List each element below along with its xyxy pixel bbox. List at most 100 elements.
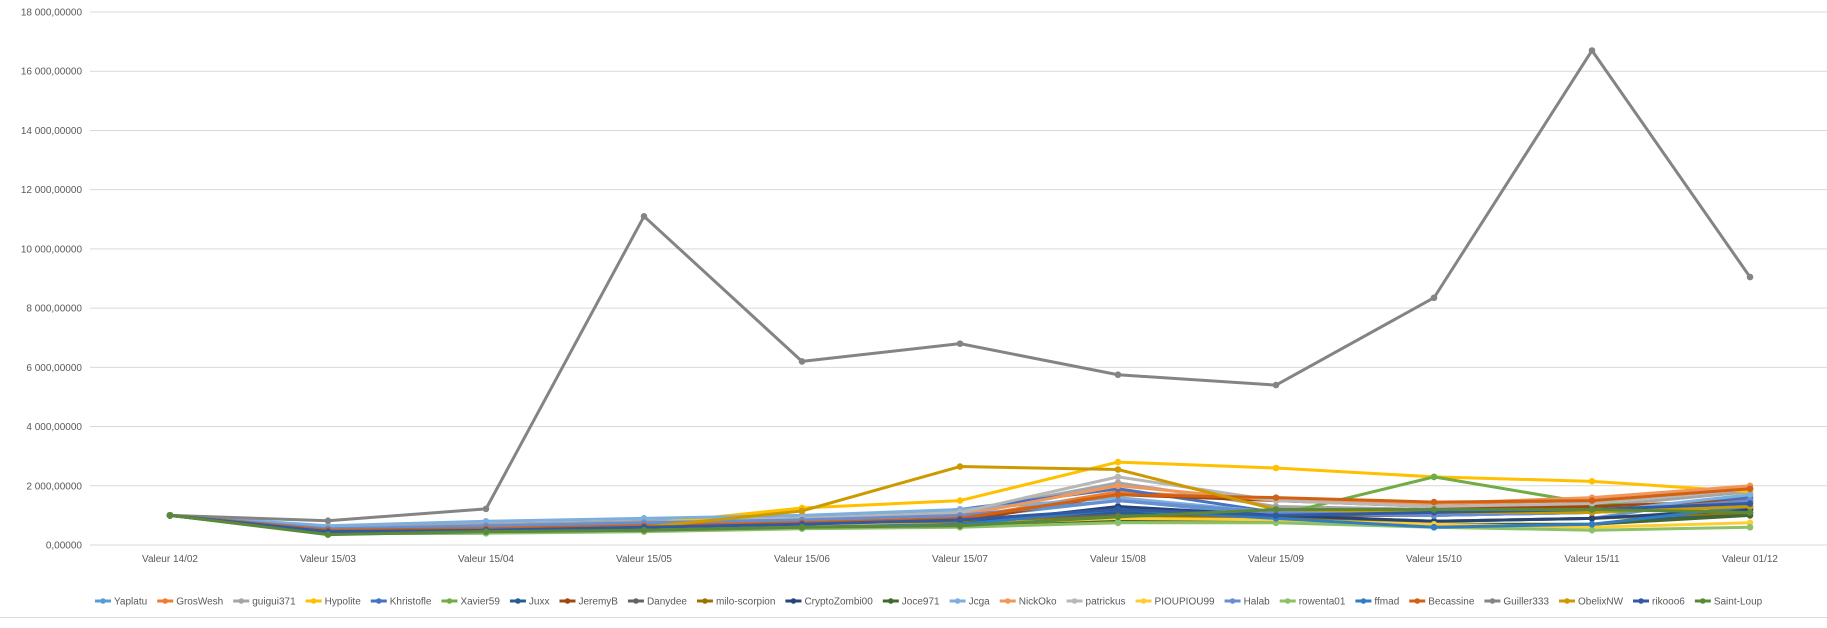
legend-swatch-marker — [1638, 598, 1644, 604]
data-point — [1272, 494, 1280, 501]
legend-item: Halab — [1224, 597, 1270, 608]
legend-swatch-marker — [1360, 598, 1367, 604]
x-tick-label: Valeur 01/12 — [1722, 554, 1778, 565]
legend-label: Danydee — [647, 597, 687, 608]
legend-swatch-marker — [954, 598, 961, 604]
data-point — [1272, 381, 1280, 389]
data-point — [324, 531, 332, 538]
y-tick-label: 10 000,00000 — [21, 244, 83, 255]
legend-label: rowenta01 — [1299, 597, 1346, 608]
y-tick-label: 0,00000 — [46, 541, 83, 552]
legend-item: rowenta01 — [1279, 597, 1346, 608]
series-line — [168, 48, 1752, 523]
y-tick-label: 6 000,00000 — [26, 363, 82, 374]
gridlines — [90, 11, 1827, 546]
x-tick-label: Valeur 14/02 — [142, 554, 198, 565]
data-point — [798, 358, 806, 365]
data-point — [324, 517, 332, 525]
series-Guiller333 — [166, 47, 1754, 525]
legend-swatch-marker — [100, 598, 106, 604]
legend-swatch-marker — [702, 598, 708, 604]
legend-item: NickOko — [999, 597, 1057, 608]
legend-label: milo-scorpion — [716, 597, 775, 608]
legend-swatch-marker — [1071, 598, 1078, 604]
x-tick-label: Valeur 15/03 — [300, 554, 356, 565]
data-point — [1114, 491, 1122, 498]
legend-label: Joce971 — [902, 597, 940, 608]
legend-label: Jcga — [969, 597, 991, 608]
y-tick-label: 12 000,00000 — [21, 185, 83, 196]
data-point — [1114, 466, 1122, 473]
legend-label: Khristofle — [390, 597, 432, 608]
data-point — [1114, 458, 1122, 466]
legend-item: Yaplatu — [95, 597, 147, 608]
series-Saint-Loup — [166, 506, 1754, 538]
legend-label: rikooo6 — [1652, 597, 1685, 608]
legend-label: patrickus — [1086, 597, 1126, 608]
legend-swatch-marker — [564, 598, 571, 604]
x-tick-label: Valeur 15/11 — [1564, 554, 1620, 565]
data-point — [1272, 464, 1280, 472]
legend-swatch-marker — [1700, 598, 1706, 604]
legend-label: NickOko — [1019, 597, 1057, 608]
legend-label: guigui371 — [252, 597, 296, 608]
data-point — [1272, 512, 1280, 519]
data-point — [1430, 473, 1438, 481]
legend-swatch-marker — [446, 598, 453, 604]
data-point — [1114, 371, 1122, 379]
legend-swatch-marker — [238, 598, 245, 604]
y-tick-label: 8 000,00000 — [26, 304, 82, 315]
y-tick-label: 18 000,00000 — [21, 8, 83, 19]
x-tick-label: Valeur 15/07 — [932, 554, 988, 565]
data-point — [1746, 523, 1754, 531]
data-point — [482, 505, 490, 513]
legend-swatch-marker — [1140, 598, 1147, 604]
legend-label: Xavier59 — [460, 597, 500, 608]
data-point — [1430, 498, 1438, 506]
data-point — [640, 213, 648, 220]
data-point — [1430, 294, 1438, 302]
data-point — [798, 507, 806, 515]
legend-swatch-marker — [1284, 598, 1291, 604]
data-point — [1588, 506, 1596, 513]
x-tick-label: Valeur 15/04 — [458, 554, 514, 565]
legend-label: Becassine — [1428, 597, 1475, 608]
legend-swatch-marker — [1414, 598, 1421, 604]
x-tick-label: Valeur 15/05 — [616, 554, 672, 565]
x-tick-label: Valeur 15/10 — [1406, 554, 1462, 565]
y-axis-ticks: 0,00000 2 000,00000 4 000,00000 6 000,00000… — [21, 8, 83, 552]
legend-item: Becassine — [1409, 597, 1475, 608]
data-point — [956, 463, 964, 470]
data-point — [640, 526, 648, 534]
data-point — [1588, 497, 1596, 504]
legend-swatch-marker — [310, 598, 317, 604]
chart-bottom-border — [0, 617, 1827, 618]
legend-label: ObelixNW — [1578, 597, 1624, 608]
legend-swatch-marker — [1564, 598, 1570, 604]
data-point — [1746, 509, 1754, 516]
legend-item: Guiller333 — [1484, 597, 1549, 608]
data-point — [1588, 520, 1596, 528]
data-point — [1114, 506, 1122, 513]
legend-swatch-marker — [375, 598, 382, 604]
legend-label: GrosWesh — [176, 597, 223, 608]
x-tick-label: Valeur 15/08 — [1090, 554, 1146, 565]
data-point — [1430, 506, 1438, 513]
data-point — [166, 512, 174, 519]
data-point — [1114, 519, 1122, 527]
legend-item: patrickus — [1066, 597, 1126, 608]
data-point — [482, 528, 490, 535]
data-point — [1114, 482, 1122, 490]
legend-item: Danydee — [627, 597, 687, 608]
legend-item: GrosWesh — [157, 597, 223, 608]
series-lines — [166, 47, 1754, 538]
legend-item: CryptoZombi00 — [785, 597, 873, 608]
data-point — [956, 516, 964, 524]
x-tick-label: Valeur 15/06 — [774, 554, 830, 565]
y-tick-label: 16 000,00000 — [21, 67, 83, 78]
legend-item: Hypolite — [305, 597, 361, 608]
legend-item: Xavier59 — [441, 597, 500, 608]
data-point — [1588, 526, 1596, 534]
data-point — [1588, 47, 1596, 54]
legend-swatch-marker — [1004, 598, 1011, 604]
